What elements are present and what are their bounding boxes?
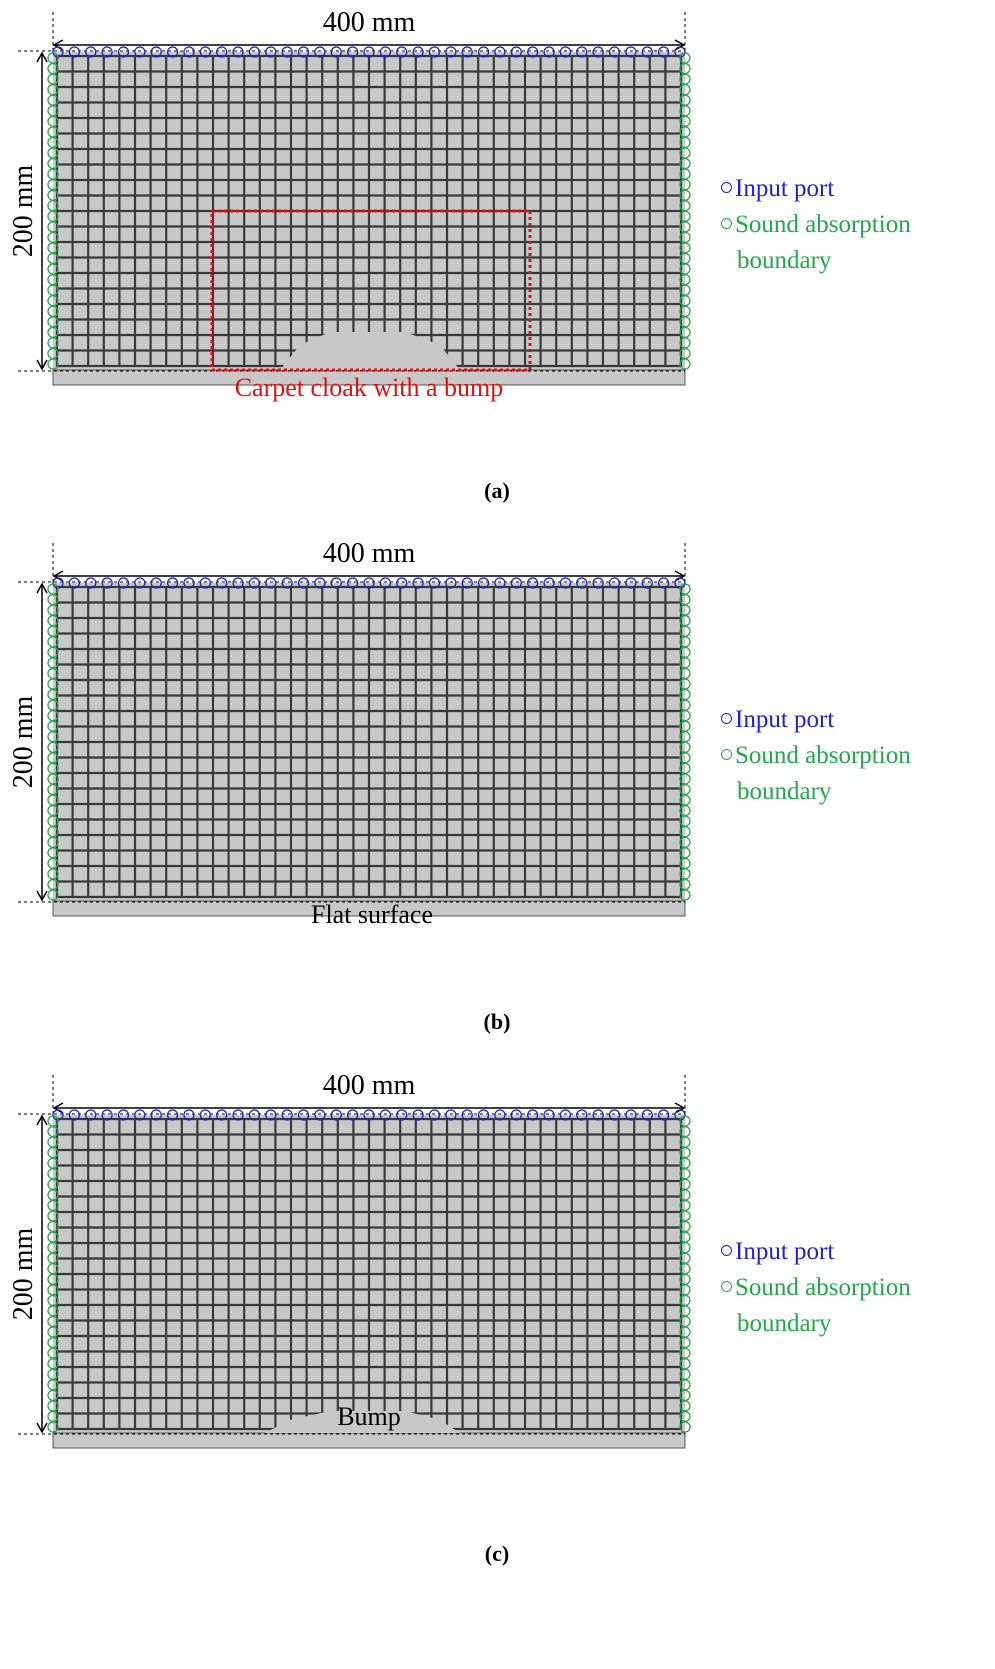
panel: 400 mm 200 mm Flat surface (b) <box>8 538 690 1034</box>
caption: (c) <box>485 1541 509 1566</box>
legend-entry: Sound absorption boundary <box>721 1270 967 1342</box>
annotation: Bump <box>337 1402 401 1431</box>
height-label: 200 mm <box>8 1228 39 1321</box>
legend-entry: Input port <box>721 171 967 207</box>
caption: (b) <box>484 1009 511 1034</box>
legend-entry: Input port <box>721 702 967 738</box>
height-label: 200 mm <box>8 696 39 789</box>
annotation: Carpet cloak with a bump <box>235 373 504 402</box>
page: 400 mm200 mmCarpet cloak with a bump(a)4… <box>0 0 995 1664</box>
legend-entry: Input port <box>721 1234 967 1270</box>
panel: 400 mm 200 mm Bump (c) <box>8 1070 690 1566</box>
base-strip <box>53 1433 685 1448</box>
width-label: 400 mm <box>323 7 416 38</box>
annotation: Flat surface <box>311 900 433 929</box>
panel: 400 mm 200 mm Carpet cloak with a bump (a) <box>8 7 690 503</box>
legend-entry: Sound absorption boundary <box>721 207 967 279</box>
width-label: 400 mm <box>323 1070 416 1101</box>
width-label: 400 mm <box>323 538 416 569</box>
height-label: 200 mm <box>8 165 39 258</box>
legend-entry: Sound absorption boundary <box>721 738 967 810</box>
caption: (a) <box>484 478 510 503</box>
